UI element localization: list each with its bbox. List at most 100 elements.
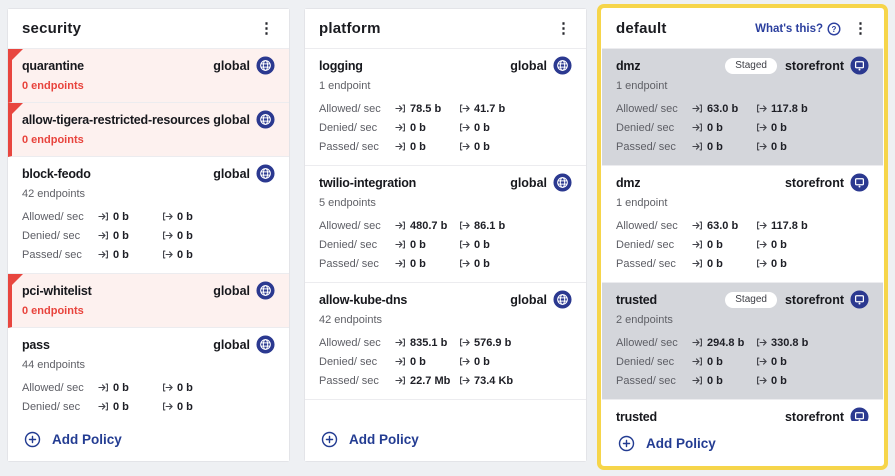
globe-icon	[256, 56, 275, 75]
policy-title-row: trusted storefront	[616, 407, 869, 421]
stat-label: Denied/ sec	[22, 400, 81, 413]
staged-badge: Staged	[725, 291, 777, 308]
stat-value-out: 0 b	[756, 375, 787, 387]
endpoints-count: 1 endpoint	[616, 80, 668, 92]
stat-value-in: 78.5 b	[395, 103, 459, 115]
add-policy-button[interactable]: Add Policy	[305, 417, 586, 461]
globe-icon	[553, 173, 572, 192]
policy-card[interactable]: pci-whitelist global 0 endpoints	[8, 274, 289, 328]
stat-value-in: 0 b	[98, 401, 162, 413]
svg-text:?: ?	[832, 24, 837, 33]
stat-value-in: 0 b	[395, 122, 459, 134]
stat-label: Denied/ sec	[319, 121, 378, 134]
stat-value-text: 0 b	[707, 238, 723, 251]
stat-value-out: 0 b	[162, 401, 193, 413]
stat-value-in: 480.7 b	[395, 220, 459, 232]
stat-value-text: 0 b	[113, 381, 129, 394]
globe-icon	[256, 110, 275, 129]
ingress-icon	[692, 258, 703, 269]
egress-icon	[459, 239, 470, 250]
policy-card[interactable]: block-feodo global 42 endpoints Allowed/…	[8, 157, 289, 274]
egress-icon	[459, 258, 470, 269]
egress-icon	[459, 375, 470, 386]
stat-label: Denied/ sec	[319, 355, 378, 368]
endpoints-count: 0 endpoints	[22, 134, 84, 146]
column-title: default	[616, 20, 667, 37]
egress-icon	[756, 258, 767, 269]
policy-name: logging	[319, 58, 363, 73]
policy-scope-label: storefront	[784, 292, 844, 307]
stat-value-text: 330.8 b	[771, 336, 809, 349]
policy-name: dmz	[616, 58, 641, 73]
ingress-icon	[692, 375, 703, 386]
stat-label: Allowed/ sec	[319, 219, 381, 232]
stat-row: Allowed/ sec 0 b 0 b	[22, 207, 275, 226]
policy-title-row: trusted Staged storefront	[616, 290, 869, 309]
stat-value-in: 0 b	[395, 239, 459, 251]
column-title: platform	[319, 20, 381, 37]
policy-name: twilio-integration	[319, 175, 417, 190]
endpoints-count: 1 endpoint	[616, 197, 668, 209]
policy-card[interactable]: trusted Staged storefront 2 endpoints Al…	[602, 283, 883, 400]
policy-card[interactable]: logging global 1 endpoint Allowed/ sec 78…	[305, 49, 586, 166]
stat-value-text: 0 b	[410, 257, 426, 270]
stat-label: Passed/ sec	[22, 248, 82, 261]
policy-stats: Allowed/ sec 63.0 b 117.8 b Denied/ sec 0 b 0…	[616, 216, 869, 273]
stat-value-out: 0 b	[162, 249, 193, 261]
egress-icon	[756, 141, 767, 152]
stat-value-out: 0 b	[162, 230, 193, 242]
stat-value-text: 86.1 b	[474, 219, 506, 232]
add-policy-button[interactable]: Add Policy	[8, 417, 289, 461]
add-policy-button[interactable]: Add Policy	[602, 421, 883, 465]
policy-name: pass	[22, 337, 50, 352]
kebab-menu-icon[interactable]: ⋮	[259, 20, 274, 37]
policy-scope-label: global	[510, 292, 547, 307]
stat-label: Allowed/ sec	[616, 102, 678, 115]
column-header-actions: ⋮	[256, 19, 277, 38]
whats-this-link[interactable]: What's this? ?	[755, 21, 841, 36]
stat-value-out: 0 b	[162, 211, 193, 223]
egress-icon	[756, 239, 767, 250]
policy-column-security: security ⋮ quarantine global 0 endpoints…	[7, 8, 290, 462]
stat-value-out: 117.8 b	[756, 103, 808, 115]
stat-value-in: 0 b	[98, 230, 162, 242]
stat-row: Denied/ sec 0 b 0 b	[22, 397, 275, 416]
kebab-menu-icon[interactable]: ⋮	[556, 20, 571, 37]
egress-icon	[756, 220, 767, 231]
policy-card[interactable]: dmz Staged storefront 1 endpoint Allowed…	[602, 49, 883, 166]
stat-value-in: 63.0 b	[692, 220, 756, 232]
policy-card[interactable]: pass global 44 endpoints Allowed/ sec 0 b…	[8, 328, 289, 417]
ingress-icon	[98, 382, 109, 393]
endpoints-count: 0 endpoints	[22, 305, 84, 317]
policy-scope-label: global	[510, 58, 547, 73]
ingress-icon	[692, 356, 703, 367]
ingress-icon	[395, 375, 406, 386]
kebab-menu-icon[interactable]: ⋮	[853, 20, 868, 37]
stat-row: Passed/ sec 0 b 0 b	[616, 371, 869, 390]
stat-value-out: 0 b	[459, 141, 490, 153]
policy-card[interactable]: trusted storefront	[602, 400, 883, 421]
stat-row: Allowed/ sec 294.8 b 330.8 b	[616, 333, 869, 352]
stat-value-text: 0 b	[177, 400, 193, 413]
policy-title-row: dmz storefront	[616, 173, 869, 192]
policy-card[interactable]: twilio-integration global 5 endpoints Al…	[305, 166, 586, 283]
policy-card[interactable]: allow-kube-dns global 42 endpoints Allow…	[305, 283, 586, 400]
ingress-icon	[692, 122, 703, 133]
stat-row: Passed/ sec 0 b 0 b	[22, 245, 275, 264]
policy-title-row: block-feodo global	[22, 164, 275, 183]
stat-value-text: 0 b	[474, 140, 490, 153]
policy-scope-label: global	[510, 175, 547, 190]
stat-value-in: 63.0 b	[692, 103, 756, 115]
policy-stats: Allowed/ sec 78.5 b 41.7 b Denied/ sec 0 b 0 …	[319, 99, 572, 156]
policy-name: allow-tigera-restricted-resources	[22, 112, 210, 127]
stat-value-text: 0 b	[771, 355, 787, 368]
ingress-icon	[692, 337, 703, 348]
policy-card[interactable]: quarantine global 0 endpoints	[8, 49, 289, 103]
stat-value-text: 0 b	[177, 229, 193, 242]
policy-scope-label: global	[213, 166, 250, 181]
stat-label: Passed/ sec	[616, 140, 676, 153]
policy-card[interactable]: dmz storefront 1 endpoint Allowed/ sec 63…	[602, 166, 883, 283]
policy-card[interactable]: allow-tigera-restricted-resources global…	[8, 103, 289, 157]
ingress-icon	[98, 249, 109, 260]
